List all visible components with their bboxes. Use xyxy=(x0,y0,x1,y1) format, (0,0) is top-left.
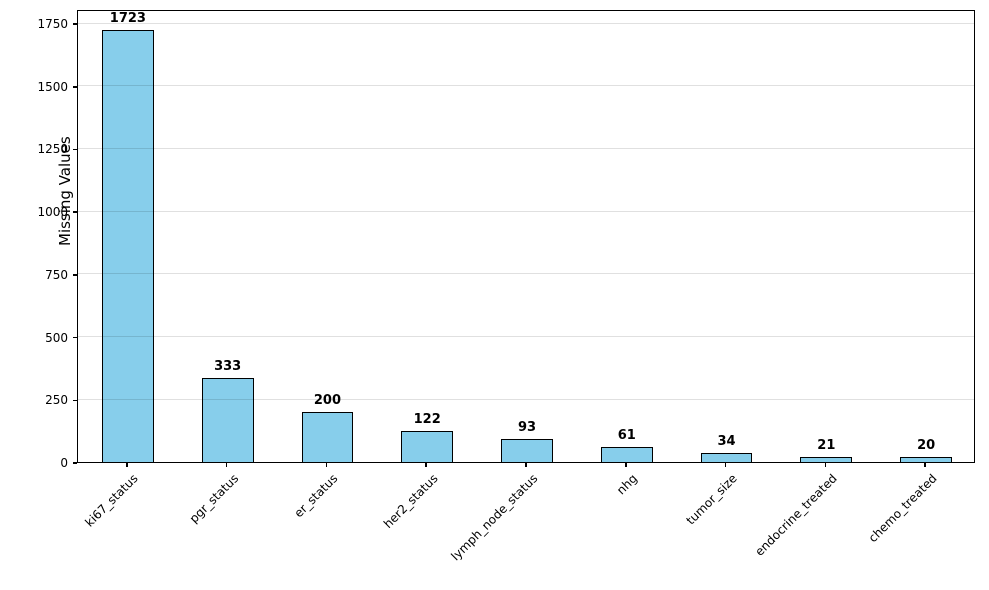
y-tick-label: 250 xyxy=(45,393,68,408)
x-tick-mark xyxy=(126,463,128,467)
y-tick-label: 1250 xyxy=(37,142,68,157)
x-tick-label: nhg xyxy=(613,471,640,498)
bar xyxy=(501,438,553,462)
x-tick-label: pgr_status xyxy=(186,471,241,526)
x-tick-mark xyxy=(724,463,727,467)
y-tick-mark xyxy=(73,86,77,88)
bar-value-label: 333 xyxy=(214,359,242,375)
x-tick-label: tumor_size xyxy=(683,471,740,528)
gridline xyxy=(78,85,974,87)
x-tick-label: her2_status xyxy=(380,471,441,531)
x-tick-label: ki67_status xyxy=(82,471,142,530)
y-tick-mark xyxy=(73,399,77,402)
y-tick-mark xyxy=(73,148,77,151)
bar-value-label: 21 xyxy=(817,437,836,453)
bar xyxy=(700,453,753,462)
x-tick-mark xyxy=(425,463,427,467)
bar xyxy=(101,29,154,462)
gridline xyxy=(78,273,974,275)
bar xyxy=(201,378,254,462)
x-tick-label: endocrine_treated xyxy=(752,471,840,559)
bar-value-label: 93 xyxy=(517,419,537,435)
gridline xyxy=(78,147,974,149)
x-tick-mark xyxy=(525,463,527,467)
y-tick-label: 750 xyxy=(45,267,68,282)
gridline xyxy=(78,336,974,338)
x-tick-mark xyxy=(225,463,228,467)
y-tick-label: 1500 xyxy=(37,79,68,94)
bar-value-label: 200 xyxy=(313,392,341,408)
y-tick-label: 0 xyxy=(60,455,68,470)
bar-value-label: 34 xyxy=(717,434,736,450)
y-tick-label: 500 xyxy=(45,330,68,345)
x-tick-label: lymph_node_status xyxy=(448,471,541,564)
x-tick-mark xyxy=(625,463,627,467)
bar-value-label: 20 xyxy=(917,437,936,453)
bar xyxy=(401,431,454,462)
y-tick-mark xyxy=(73,336,77,339)
bar xyxy=(600,446,653,462)
gridline xyxy=(78,210,974,212)
bar xyxy=(301,411,354,462)
x-tick-label: er_status xyxy=(291,471,341,521)
y-tick-mark xyxy=(73,274,77,276)
gridline xyxy=(78,398,974,400)
y-tick-label: 1750 xyxy=(37,16,68,31)
bar-value-label: 61 xyxy=(617,427,636,443)
y-tick-mark xyxy=(73,211,77,213)
bar xyxy=(900,456,953,462)
bar-value-label: 122 xyxy=(413,412,441,428)
bar-value-label: 1723 xyxy=(109,10,146,26)
x-tick-label: chemo_treated xyxy=(865,471,940,546)
y-tick-label: 1000 xyxy=(37,204,68,219)
y-tick-mark xyxy=(73,462,77,464)
x-tick-mark xyxy=(824,463,827,467)
y-tick-mark xyxy=(73,23,77,25)
x-tick-mark xyxy=(325,463,328,467)
x-tick-mark xyxy=(924,463,926,467)
gridline xyxy=(78,22,974,24)
plot-area: 1723 333 200 122 93 61 34 21 20 xyxy=(77,10,975,463)
bar xyxy=(800,456,853,462)
